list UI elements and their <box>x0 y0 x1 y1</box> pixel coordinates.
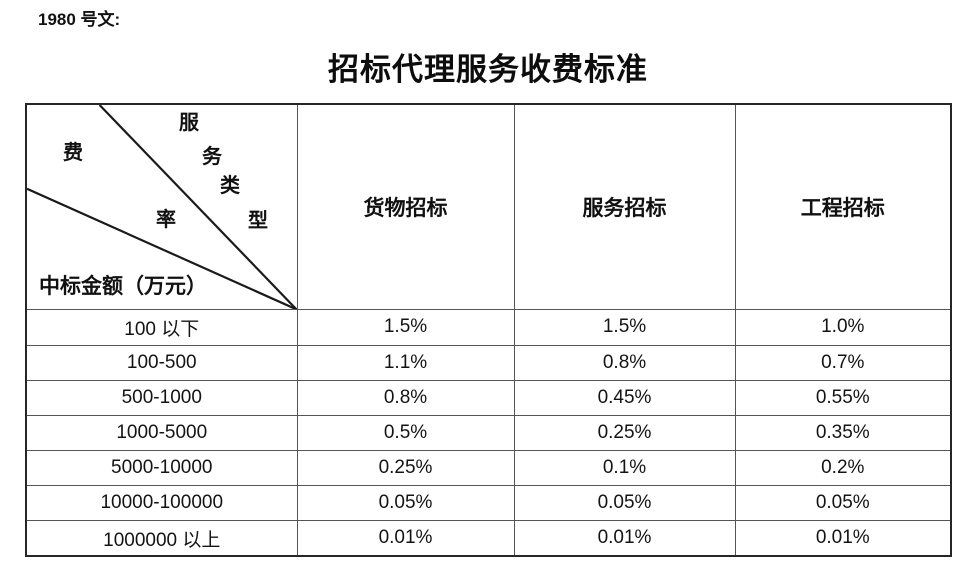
diagonal-divider-lines <box>27 105 296 309</box>
table-row: 100-500 1.1% 0.8% 0.7% <box>25 344 952 381</box>
rate-cell: 0.7% <box>734 344 952 381</box>
rate-cell: 0.35% <box>734 414 952 451</box>
amount-range-cell: 1000-5000 <box>25 414 298 451</box>
table-row: 500-1000 0.8% 0.45% 0.55% <box>25 379 952 416</box>
rate-cell: 0.01% <box>296 520 515 557</box>
rate-cell: 1.5% <box>296 309 515 346</box>
fee-standard-table: 服 务 类 型 费 率 中标金额（万元） 货物招标 服务招标 工程招标 100 … <box>25 103 952 557</box>
rate-cell: 0.45% <box>513 379 736 416</box>
corner-type-char-2: 务 <box>202 146 222 168</box>
corner-cell-inner: 服 务 类 型 费 率 中标金额（万元） <box>27 105 296 309</box>
amount-range-cell: 100 以下 <box>25 309 298 346</box>
corner-type-char-4: 型 <box>248 210 268 232</box>
rate-cell: 1.0% <box>734 309 952 346</box>
corner-type-char-1: 服 <box>179 112 199 134</box>
rate-cell: 0.05% <box>734 485 952 522</box>
corner-type-char-3: 类 <box>220 175 240 197</box>
corner-rate-char-2: 率 <box>156 209 176 231</box>
rate-cell: 0.2% <box>734 449 952 487</box>
corner-rate-char-1: 费 <box>63 142 83 164</box>
table-row: 1000000 以上 0.01% 0.01% 0.01% <box>25 520 952 557</box>
amount-range-cell: 5000-10000 <box>25 449 298 487</box>
rate-cell: 1.5% <box>513 309 736 346</box>
table-row: 100 以下 1.5% 1.5% 1.0% <box>25 309 952 346</box>
table-row: 1000-5000 0.5% 0.25% 0.35% <box>25 414 952 451</box>
page-title: 招标代理服务收费标准 <box>328 52 648 87</box>
rate-cell: 0.8% <box>296 379 515 416</box>
table-corner-cell: 服 务 类 型 费 率 中标金额（万元） <box>25 103 298 311</box>
corner-amount-label: 中标金额（万元） <box>39 274 207 298</box>
column-header-engineering: 工程招标 <box>734 103 952 311</box>
rate-cell: 0.8% <box>513 344 736 381</box>
rate-cell: 0.05% <box>296 485 515 522</box>
rate-cell: 1.1% <box>296 344 515 381</box>
rate-cell: 0.25% <box>513 414 736 451</box>
amount-range-cell: 100-500 <box>25 344 298 381</box>
amount-range-cell: 500-1000 <box>25 379 298 416</box>
table-row: 10000-100000 0.05% 0.05% 0.05% <box>25 485 952 522</box>
rate-cell: 0.5% <box>296 414 515 451</box>
table-header-row: 服 务 类 型 费 率 中标金额（万元） 货物招标 服务招标 工程招标 <box>25 103 952 311</box>
rate-cell: 0.25% <box>296 449 515 487</box>
rate-cell: 0.1% <box>513 449 736 487</box>
doc-number-label: 1980 号文: <box>38 10 121 29</box>
rate-cell: 0.01% <box>734 520 952 557</box>
table-row: 5000-10000 0.25% 0.1% 0.2% <box>25 449 952 487</box>
amount-range-cell: 1000000 以上 <box>25 520 298 557</box>
rate-cell: 0.05% <box>513 485 736 522</box>
rate-cell: 0.55% <box>734 379 952 416</box>
column-header-services: 服务招标 <box>513 103 736 311</box>
column-header-goods: 货物招标 <box>296 103 515 311</box>
amount-range-cell: 10000-100000 <box>25 485 298 522</box>
rate-cell: 0.01% <box>513 520 736 557</box>
